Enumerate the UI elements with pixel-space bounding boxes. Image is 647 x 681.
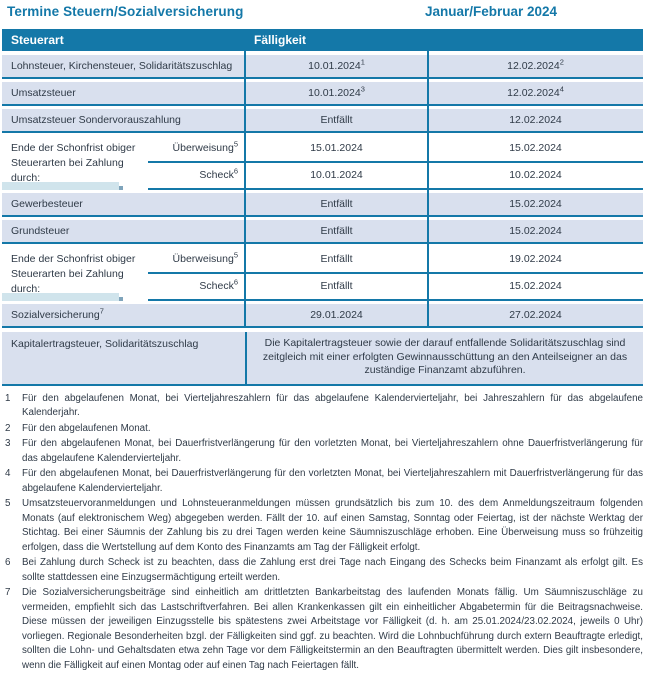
payment-method-label: Scheck6: [199, 166, 238, 181]
payment-method-label: Überweisung5: [172, 250, 238, 265]
row-label: Kapitalertragsteuer, Solidaritätszuschla…: [11, 338, 199, 350]
title-bar: Termine Steuern/Sozialversicherung Janua…: [0, 0, 647, 29]
row-label: Gewerbesteuer: [11, 198, 83, 210]
footnote-number: 1: [5, 392, 11, 404]
row-label: Umsatzsteuer: [11, 87, 76, 99]
due-date-february: 12.02.2024: [509, 114, 562, 126]
table-row: Umsatzsteuer 10.01.20243 12.02.20244: [2, 82, 643, 106]
due-date-january: 10.01.20243: [308, 84, 365, 99]
due-date-january: 29.01.2024: [310, 309, 363, 321]
schonfrist-group: Ende der Schonfrist obiger Steuerarten b…: [2, 136, 643, 190]
column-divider: [244, 51, 246, 328]
row-label: Umsatzsteuer Sondervorauszahlung: [11, 114, 181, 126]
footnote-number: 4: [5, 468, 11, 479]
footnote-item: 6 Bei Zahlung durch Scheck ist zu beacht…: [5, 556, 643, 585]
deadlines-table: Steuerart Fälligkeit Lohnsteuer, Kirchen…: [2, 29, 643, 386]
highlight-strip: [2, 182, 123, 190]
page-title: Termine Steuern/Sozialversicherung: [7, 4, 244, 19]
footnote-text: Für den abgelaufenen Monat, bei Dauerfri…: [22, 468, 643, 494]
due-date-february: 15.02.2024: [509, 280, 562, 292]
due-date-january: Entfällt: [320, 114, 353, 126]
footnote-ref: 5: [233, 139, 238, 149]
footnote-ref: 6: [233, 277, 238, 287]
row-label: Grundsteuer: [11, 225, 70, 237]
footnote-ref: 6: [233, 166, 238, 176]
table-row-kapitalertragsteuer: Kapitalertragsteuer, Solidaritätszuschla…: [2, 332, 643, 386]
footnotes: 1 Für den abgelaufenen Monat, bei Vierte…: [5, 392, 643, 674]
group-label: Ende der Schonfrist obiger Steuerarten b…: [2, 247, 148, 301]
footnote-number: 7: [5, 587, 11, 598]
footnote-ref: 1: [360, 57, 365, 67]
due-date-january: Entfällt: [320, 253, 353, 265]
footnote-number: 2: [5, 422, 11, 434]
footnote-item: 2 Für den abgelaufenen Monat.: [5, 422, 643, 437]
footnote-item: 4 Für den abgelaufenen Monat, bei Dauerf…: [5, 467, 643, 496]
due-date-january: Entfällt: [320, 225, 353, 237]
due-date-february: 15.02.2024: [509, 142, 562, 154]
footnote-item: 3 Für den abgelaufenen Monat, bei Dauerf…: [5, 437, 643, 466]
payment-method-label: Überweisung5: [172, 139, 238, 154]
schonfrist-group: Ende der Schonfrist obiger Steuerarten b…: [2, 247, 643, 301]
subrow-divider: [148, 272, 643, 274]
group-label: Ende der Schonfrist obiger Steuerarten b…: [2, 136, 148, 190]
footnote-item: 7 Die Sozialversicherungsbeiträge sind e…: [5, 586, 643, 673]
kapitalertrag-note: Die Kapitalertragsteuer sowie der darauf…: [245, 332, 643, 384]
due-date-february: 15.02.2024: [509, 225, 562, 237]
due-date-january: 10.01.2024: [310, 169, 363, 181]
table-row: Lohnsteuer, Kirchensteuer, Solidaritätsz…: [2, 55, 643, 79]
due-date-january: 15.01.2024: [310, 142, 363, 154]
table-row: Grundsteuer Entfällt 15.02.2024: [2, 220, 643, 244]
subrow-divider: [148, 161, 643, 163]
footnote-ref: 7: [99, 306, 104, 316]
table-row: Sozialversicherung7 29.01.2024 27.02.202…: [2, 304, 643, 328]
footnote-item: 1 Für den abgelaufenen Monat, bei Vierte…: [5, 392, 643, 421]
due-date-february: 27.02.2024: [509, 309, 562, 321]
group-bottom-border: [148, 299, 643, 301]
due-date-february: 19.02.2024: [509, 253, 562, 265]
footnote-text: Für den abgelaufenen Monat, bei Viertelj…: [22, 392, 643, 419]
period-label: Januar/Februar 2024: [425, 4, 558, 19]
column-divider: [427, 51, 429, 328]
due-date-february: 12.02.20244: [507, 84, 564, 99]
footnote-text: Die Sozialversicherungsbeiträge sind ein…: [22, 587, 643, 671]
due-date-january: 10.01.20241: [308, 57, 365, 72]
highlight-strip: [2, 293, 123, 301]
due-date-february: 15.02.2024: [509, 198, 562, 210]
footnote-ref: 4: [559, 84, 564, 94]
footnote-ref: 3: [360, 84, 365, 94]
table-body: Lohnsteuer, Kirchensteuer, Solidaritätsz…: [2, 51, 643, 328]
column-header-steuerart: Steuerart: [11, 33, 64, 47]
table-header-row: Steuerart Fälligkeit: [2, 29, 643, 51]
footnote-number: 3: [5, 438, 11, 449]
footnote-text: Umsatzsteuervoranmeldungen und Lohnsteue…: [22, 498, 643, 553]
row-label: Lohnsteuer, Kirchensteuer, Solidaritätsz…: [11, 60, 233, 72]
column-header-faelligkeit: Fälligkeit: [254, 33, 307, 47]
due-date-january: Entfällt: [320, 198, 353, 210]
footnote-number: 6: [5, 557, 11, 568]
table-row: Umsatzsteuer Sondervorauszahlung Entfäll…: [2, 109, 643, 133]
row-label: Sozialversicherung7: [11, 306, 104, 321]
table-row: Gewerbesteuer Entfällt 15.02.2024: [2, 193, 643, 217]
due-date-february: 10.02.2024: [509, 169, 562, 181]
footnote-ref: 2: [559, 57, 564, 67]
footnote-text: Für den abgelaufenen Monat, bei Dauerfri…: [22, 438, 643, 464]
due-date-january: Entfällt: [320, 280, 353, 292]
footnote-text: Für den abgelaufenen Monat.: [22, 422, 151, 434]
group-bottom-border: [148, 188, 643, 190]
footnote-ref: 5: [233, 250, 238, 260]
footnote-text: Bei Zahlung durch Scheck ist zu beachten…: [22, 557, 643, 583]
footnote-number: 5: [5, 498, 11, 509]
due-date-february: 12.02.20242: [507, 57, 564, 72]
payment-method-label: Scheck6: [199, 277, 238, 292]
footnote-item: 5 Umsatzsteuervoranmeldungen und Lohnste…: [5, 497, 643, 555]
